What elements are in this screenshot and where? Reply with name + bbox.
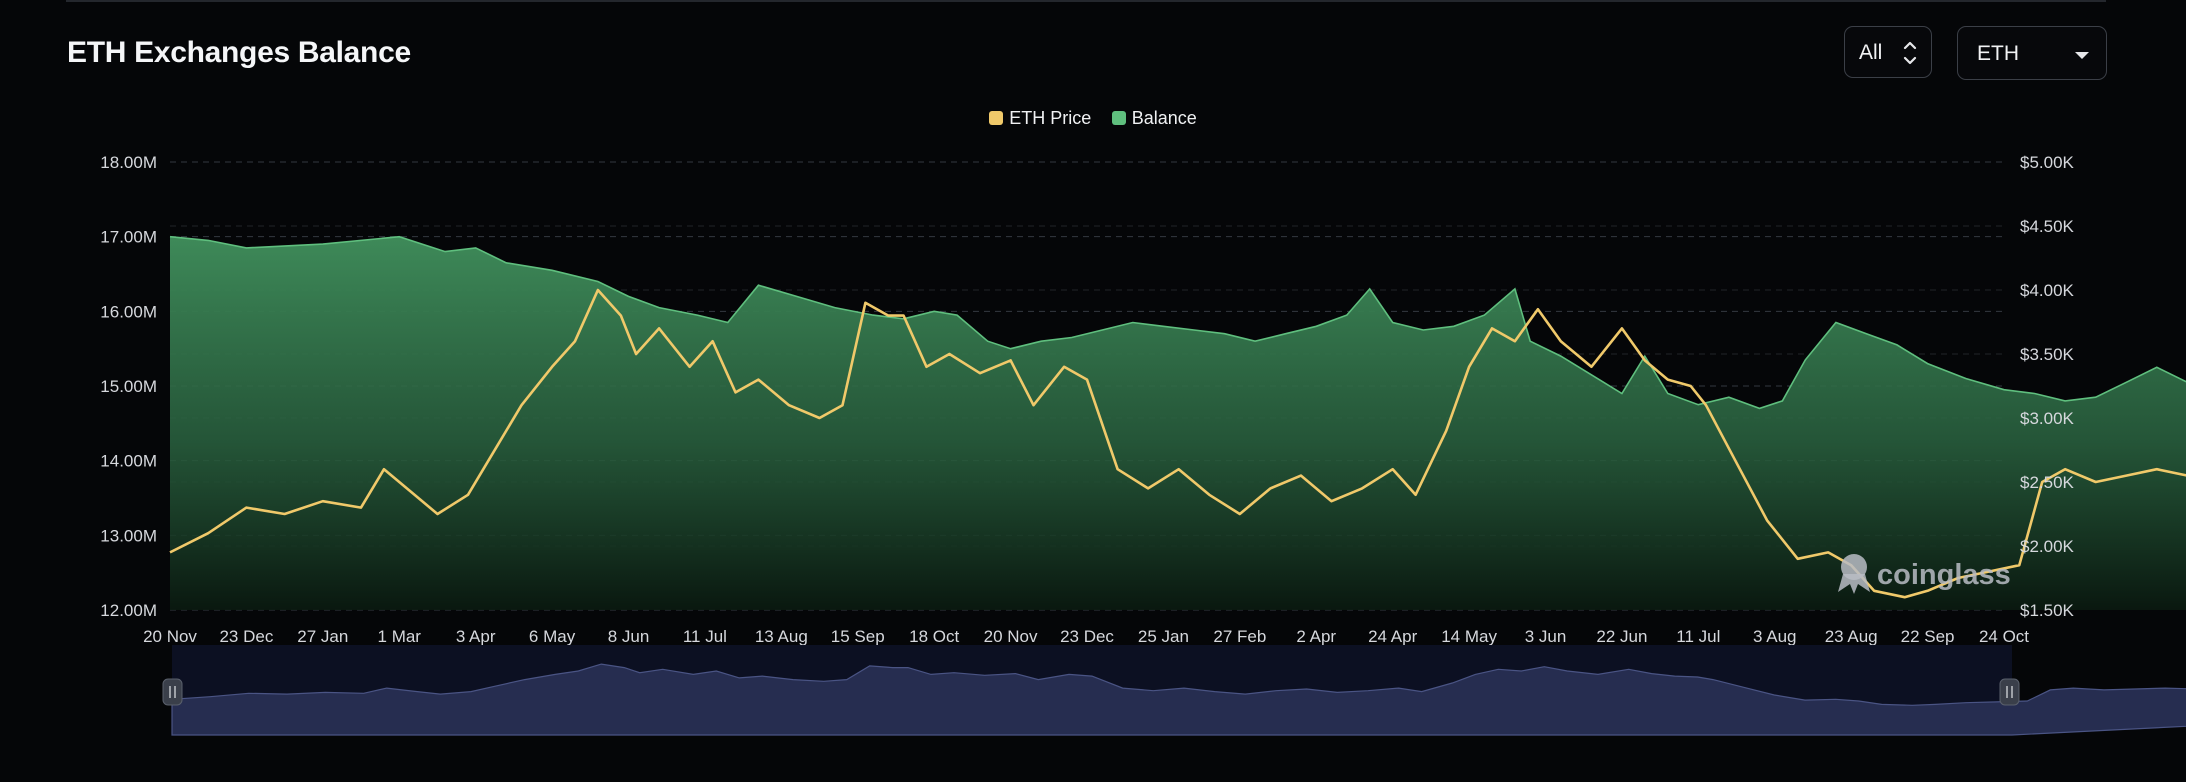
navigator-handle-right[interactable] bbox=[1999, 678, 2020, 706]
y-right-tick-label: $4.50K bbox=[2020, 217, 2075, 236]
updown-chevron-icon bbox=[1903, 41, 1917, 65]
watermark-text: coinglass bbox=[1877, 559, 2011, 591]
navigator-handle-left[interactable] bbox=[162, 678, 183, 706]
chart-legend: ETH Price Balance bbox=[0, 108, 2186, 129]
x-tick-label: 22 Jun bbox=[1596, 627, 1647, 646]
chevron-down-icon bbox=[2075, 52, 2089, 59]
x-tick-label: 23 Dec bbox=[1060, 627, 1114, 646]
y-right-tick-label: $1.50K bbox=[2020, 601, 2075, 620]
page-title: ETH Exchanges Balance bbox=[67, 36, 411, 69]
x-tick-label: 3 Aug bbox=[1753, 627, 1797, 646]
coin-select[interactable]: ETH bbox=[1957, 26, 2107, 80]
balance-series-line bbox=[169, 235, 2186, 410]
x-tick-label: 13 Aug bbox=[755, 627, 808, 646]
legend-label-price: ETH Price bbox=[1009, 108, 1092, 128]
y-right-tick-label: $2.50K bbox=[2020, 473, 2075, 492]
x-tick-label: 20 Nov bbox=[143, 627, 197, 646]
y-right-tick-label: $3.00K bbox=[2020, 409, 2075, 428]
y-right-tick-label: $5.00K bbox=[2020, 153, 2075, 172]
y-left-tick-label: 16.00M bbox=[100, 302, 157, 321]
price-line-layer bbox=[169, 288, 2186, 599]
y-right-tick-label: $3.50K bbox=[2020, 345, 2075, 364]
coinglass-logo-icon bbox=[1838, 554, 1870, 594]
x-tick-label: 27 Jan bbox=[297, 627, 348, 646]
x-tick-label: 27 Feb bbox=[1213, 627, 1266, 646]
y-left-tick-label: 17.00M bbox=[100, 228, 157, 247]
x-tick-label: 14 May bbox=[1441, 627, 1497, 646]
x-tick-label: 24 Apr bbox=[1368, 627, 1417, 646]
x-tick-label: 6 May bbox=[529, 627, 576, 646]
range-navigator[interactable] bbox=[162, 645, 2186, 736]
x-tick-label: 18 Oct bbox=[909, 627, 959, 646]
price-series-line bbox=[169, 288, 2186, 599]
x-tick-label: 11 Jul bbox=[1676, 627, 1720, 646]
balance-area-layer bbox=[169, 235, 2186, 610]
x-tick-label: 8 Jun bbox=[608, 627, 650, 646]
y-left-tick-label: 12.00M bbox=[100, 601, 157, 620]
coin-value: ETH bbox=[1977, 42, 2019, 65]
x-tick-label: 11 Jul bbox=[683, 627, 727, 646]
x-tick-label: 2 Apr bbox=[1296, 627, 1336, 646]
balance-swatch bbox=[1111, 111, 1126, 125]
x-tick-label: 15 Sep bbox=[831, 627, 885, 646]
x-tick-label: 1 Mar bbox=[378, 627, 422, 646]
y-right-tick-label: $2.00K bbox=[2020, 537, 2075, 556]
time-range-value: All bbox=[1859, 41, 1883, 64]
price-swatch bbox=[989, 111, 1004, 125]
x-tick-label: 25 Jan bbox=[1138, 627, 1189, 646]
x-tick-label: 20 Nov bbox=[984, 627, 1038, 646]
x-tick-label: 24 Oct bbox=[1979, 627, 2029, 646]
x-tick-label: 3 Apr bbox=[456, 627, 496, 646]
time-range-select[interactable]: All bbox=[1844, 26, 1932, 78]
y-left-tick-label: 13.00M bbox=[100, 526, 157, 545]
legend-label-balance: Balance bbox=[1131, 108, 1197, 128]
y-left-tick-label: 14.00M bbox=[100, 452, 157, 471]
legend-item-balance[interactable]: Balance bbox=[1111, 108, 1197, 129]
legend-item-price[interactable]: ETH Price bbox=[989, 108, 1091, 129]
y-axis-left: 18.00M 17.00M 16.00M 15.00M 14.00M 13.00M 12.0… bbox=[100, 153, 157, 620]
y-left-tick-label: 15.00M bbox=[100, 377, 157, 396]
y-right-tick-label: $4.00K bbox=[2020, 281, 2075, 300]
x-tick-label: 23 Aug bbox=[1825, 627, 1878, 646]
y-axis-right: $5.00K $4.50K $4.00K $3.50K $3.00K $2.50K $2.0… bbox=[2020, 153, 2075, 620]
x-tick-label: 22 Sep bbox=[1901, 627, 1955, 646]
navigator-series-area bbox=[171, 663, 2186, 736]
x-axis: 20 Nov 23 Dec 27 Jan 1 Mar 3 Apr 6 May 8 Jun 11… bbox=[143, 627, 2029, 646]
watermark: coinglass bbox=[1838, 554, 2011, 594]
balance-area bbox=[170, 236, 2186, 610]
x-tick-label: 3 Jun bbox=[1525, 627, 1567, 646]
x-tick-label: 23 Dec bbox=[219, 627, 273, 646]
top-divider bbox=[66, 0, 2106, 2]
y-left-tick-label: 18.00M bbox=[100, 153, 157, 172]
